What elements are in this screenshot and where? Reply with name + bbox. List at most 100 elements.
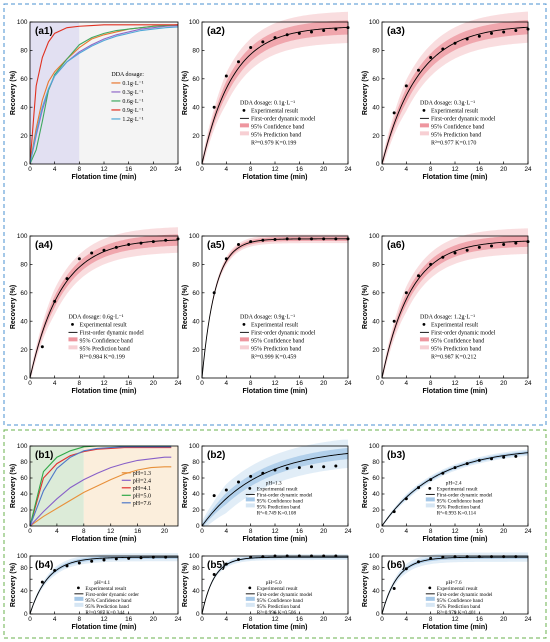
- legend-point-swatch: [71, 322, 74, 326]
- legend-entry: pH=2.4: [133, 478, 151, 484]
- data-point: [404, 567, 408, 571]
- data-point: [465, 248, 469, 252]
- data-point: [273, 468, 277, 472]
- data-point: [151, 555, 155, 559]
- y-tick-label: 0: [196, 611, 200, 618]
- series-line-4: [29, 26, 179, 165]
- data-point: [297, 31, 301, 35]
- data-point: [237, 557, 240, 561]
- x-axis-label: Flotation time (min): [243, 536, 308, 543]
- x-tick-label: 24: [344, 616, 352, 623]
- y-tick-label: 60: [20, 290, 28, 297]
- x-tick-label: 20: [500, 166, 508, 173]
- x-tick-label: 4: [225, 166, 229, 173]
- legend-entry: 1.2g·L⁻¹: [122, 117, 143, 123]
- x-tick-label: 16: [476, 616, 484, 623]
- data-point: [40, 580, 44, 584]
- x-tick-label: 20: [320, 616, 328, 623]
- y-tick-label: 60: [20, 76, 28, 83]
- legend-prediction: 95% Prediction band: [257, 504, 301, 510]
- y-axis-label: Recovery (%): [362, 285, 369, 329]
- data-point: [297, 237, 301, 241]
- plot-frame: [29, 445, 179, 527]
- data-point: [237, 60, 240, 64]
- legend-stats: R²=0.979 K=0.401: [437, 610, 477, 616]
- legend-title: DDA dosage: 0.1g·L⁻¹: [240, 100, 295, 106]
- data-point: [477, 458, 481, 462]
- legend-prediction-swatch: [245, 503, 255, 508]
- data-point: [164, 555, 168, 559]
- shade-region-1: [79, 22, 178, 164]
- data-point: [441, 47, 445, 51]
- prediction-band: [202, 439, 348, 526]
- data-point: [53, 299, 57, 303]
- panel-label: (a2): [207, 26, 225, 37]
- data-point: [114, 557, 118, 561]
- panel-label: (b2): [207, 450, 225, 461]
- y-axis-label: Recovery (%): [182, 71, 189, 115]
- legend-model: First-order dynamic model: [79, 330, 144, 336]
- data-point: [212, 494, 216, 498]
- y-tick-label: 20: [372, 347, 380, 354]
- legend-point-swatch: [428, 487, 432, 490]
- y-tick-label: 20: [372, 133, 380, 140]
- y-tick-label: 0: [376, 611, 380, 618]
- series-line-2: [29, 24, 179, 165]
- data-point: [212, 291, 216, 295]
- data-point: [249, 474, 253, 478]
- legend-stats: R²=0.979 K=0.199: [251, 140, 296, 146]
- group-b-frame: [3, 429, 547, 639]
- model-curve: [381, 240, 529, 379]
- legend-prediction: 95% Prediction band: [85, 604, 129, 610]
- y-tick-label: 100: [369, 443, 380, 450]
- prediction-band: [202, 11, 348, 164]
- data-point: [102, 558, 106, 562]
- data-point: [514, 241, 518, 245]
- legend-confidence: 95% Confidence band: [85, 597, 132, 604]
- data-point: [90, 251, 94, 255]
- x-axis-label: Flotation time (min): [72, 624, 137, 631]
- x-tick-label: 8: [429, 166, 433, 173]
- data-point: [224, 257, 228, 261]
- legend-point-swatch: [242, 322, 246, 326]
- legend-prediction-swatch: [74, 602, 84, 607]
- data-point: [490, 244, 493, 248]
- y-tick-label: 100: [189, 443, 200, 450]
- x-tick-label: 16: [134, 528, 142, 535]
- legend-confidence-swatch: [245, 497, 255, 502]
- legend-stats: R²=0.993 K=0.114: [437, 510, 476, 516]
- legend-title: pH=7.6: [446, 580, 462, 586]
- panel-b1: 0 4 8 12 16 20 0 20 40 60 80 100 Flotation time (min…: [10, 443, 179, 543]
- x-axis-label: Flotation time (min): [243, 388, 308, 395]
- x-tick-label: 20: [500, 528, 508, 535]
- y-tick-label: 60: [192, 290, 200, 297]
- x-tick-label: 16: [125, 380, 133, 387]
- legend-stats: R²=0.977 K=0.170: [431, 140, 476, 146]
- x-tick-label: 24: [344, 166, 352, 173]
- x-tick-label: 4: [53, 380, 57, 387]
- x-tick-label: 4: [55, 528, 59, 535]
- data-point: [310, 465, 313, 469]
- data-point: [114, 245, 118, 249]
- legend-stats: R²=0.996 K=0.506: [257, 610, 297, 616]
- legend-confidence: 95% Confidence band: [437, 497, 484, 504]
- y-tick-label: 40: [20, 318, 28, 325]
- y-tick-label: 100: [17, 19, 28, 26]
- legend-title: DDA dosage:: [111, 72, 144, 78]
- x-axis-label: Flotation time (min): [423, 388, 488, 395]
- data-point: [285, 466, 289, 470]
- data-point: [453, 466, 457, 470]
- y-tick-label: 40: [372, 318, 380, 325]
- x-tick-label: 20: [320, 380, 328, 387]
- prediction-band: [30, 227, 178, 378]
- data-point: [417, 560, 420, 564]
- legend-title: DDA dosage: 1.2g·L⁻¹: [420, 314, 475, 320]
- x-axis-label: Flotation time (min): [72, 174, 137, 181]
- y-tick-label: 100: [369, 233, 380, 240]
- data-point: [465, 555, 469, 559]
- legend-prediction: 95% Prediction band: [251, 346, 301, 352]
- data-point: [429, 262, 433, 266]
- x-tick-label: 12: [100, 380, 108, 387]
- legend-experimental: Experimental result: [437, 486, 478, 492]
